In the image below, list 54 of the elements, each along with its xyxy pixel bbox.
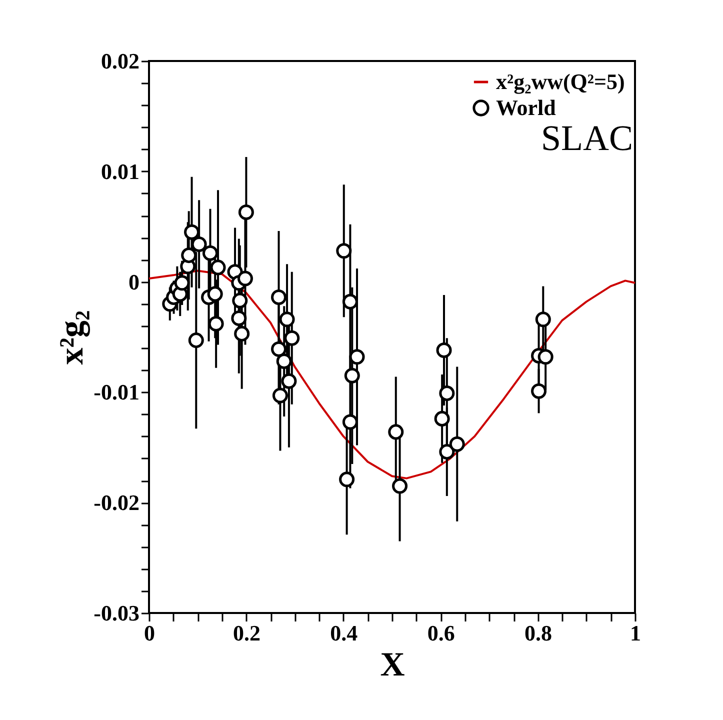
x-tick-label: 0.2 bbox=[232, 620, 260, 646]
y-tick-label: -0.01 bbox=[94, 380, 140, 405]
x-tick-label: 0.8 bbox=[524, 620, 552, 646]
point bbox=[232, 292, 248, 308]
point bbox=[279, 312, 295, 328]
point bbox=[202, 245, 218, 261]
point bbox=[270, 341, 287, 357]
legend-label: x²g₂ww(Q²=5) bbox=[496, 69, 625, 94]
point bbox=[342, 294, 358, 310]
y-tick-label: 0 bbox=[128, 269, 140, 294]
y-tick-label: 0.02 bbox=[101, 48, 140, 74]
legend-label: World bbox=[496, 95, 556, 120]
point bbox=[439, 386, 455, 402]
point bbox=[272, 388, 288, 404]
point bbox=[284, 330, 300, 346]
point bbox=[231, 310, 247, 326]
point bbox=[434, 410, 450, 426]
point bbox=[207, 286, 223, 302]
point bbox=[531, 383, 547, 399]
point bbox=[270, 290, 287, 306]
point bbox=[188, 332, 204, 348]
y-axis-title: x²g₂ bbox=[54, 310, 91, 365]
point bbox=[184, 224, 200, 240]
point bbox=[339, 472, 355, 488]
point bbox=[344, 368, 360, 384]
x-tick-label: 1 bbox=[630, 620, 641, 646]
point bbox=[210, 260, 226, 276]
annotation: SLAC bbox=[540, 118, 633, 158]
point bbox=[191, 236, 207, 252]
point bbox=[535, 312, 551, 328]
point bbox=[439, 444, 455, 460]
x-tick-label: 0 bbox=[144, 620, 155, 646]
x-tick-label: 0.4 bbox=[330, 620, 358, 646]
point bbox=[336, 243, 352, 259]
point bbox=[342, 414, 358, 430]
y-tick-label: 0.01 bbox=[101, 158, 140, 184]
point bbox=[388, 424, 404, 440]
x-axis-title: X bbox=[380, 646, 406, 684]
x-tick-label: 0.6 bbox=[427, 620, 455, 646]
point bbox=[281, 373, 297, 389]
point bbox=[174, 275, 190, 291]
point bbox=[238, 204, 254, 220]
point bbox=[436, 342, 452, 358]
point bbox=[237, 270, 253, 286]
point bbox=[392, 478, 408, 494]
point bbox=[349, 349, 365, 365]
y-tick-label: -0.03 bbox=[94, 600, 140, 626]
y-tick-label: -0.02 bbox=[94, 490, 140, 516]
point bbox=[234, 326, 250, 342]
point bbox=[208, 316, 224, 332]
point bbox=[538, 349, 554, 365]
point bbox=[449, 436, 465, 452]
point bbox=[181, 248, 197, 264]
point bbox=[276, 354, 292, 370]
